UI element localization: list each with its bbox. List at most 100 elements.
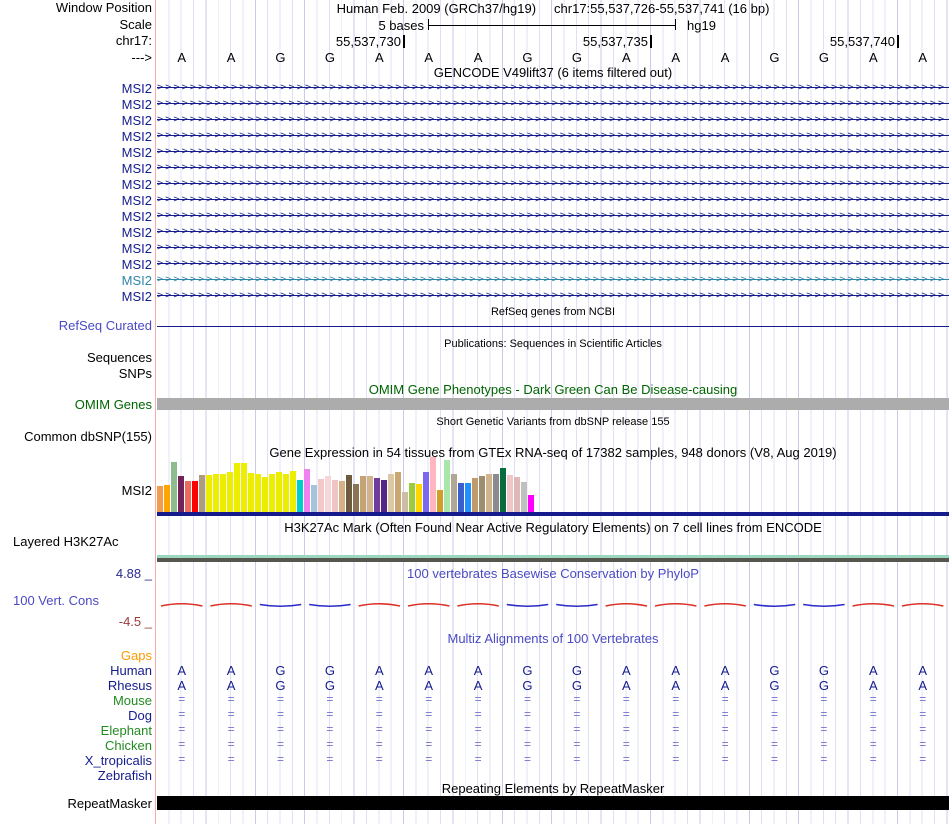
multiz-align-mark: = — [573, 737, 581, 751]
multiz-base: A — [374, 678, 384, 693]
refseq-gene-line[interactable] — [157, 325, 949, 327]
conservation-arc — [852, 602, 895, 607]
multiz-align-mark: = — [573, 752, 581, 766]
transcript-arrows: >>>>>>>>>>>>>>>>>>>>>>>>>>>>>>>>>>>>>>>>… — [157, 178, 947, 189]
multiz-align-mark: = — [770, 722, 778, 736]
gene-label-msi2[interactable]: MSI2 — [121, 113, 152, 128]
multiz-row-label-chicken[interactable]: Chicken — [105, 738, 152, 753]
multiz-row-label-zebrafish[interactable]: Zebrafish — [97, 768, 152, 783]
gene-label-msi2[interactable]: MSI2 — [121, 177, 152, 192]
sequences-label[interactable]: Sequences — [86, 350, 152, 365]
multiz-base: A — [868, 663, 878, 678]
multiz-align-mark: = — [227, 707, 235, 721]
multiz-row-label-rhesus[interactable]: Rhesus — [107, 678, 152, 693]
multiz-align-mark: = — [672, 692, 680, 706]
omim-genes-label[interactable]: OMIM Genes — [74, 397, 152, 412]
snps-label[interactable]: SNPs — [118, 366, 152, 381]
publications-track-title[interactable]: Publications: Sequences in Scientific Ar… — [444, 338, 662, 350]
gene-transcript-row[interactable]: >>>>>>>>>>>>>>>>>>>>>>>>>>>>>>>>>>>>>>>>… — [157, 178, 949, 189]
gene-label-msi2[interactable]: MSI2 — [121, 241, 152, 256]
gene-transcript-row[interactable]: >>>>>>>>>>>>>>>>>>>>>>>>>>>>>>>>>>>>>>>>… — [157, 98, 949, 109]
dbsnp-track-title[interactable]: Short Genetic Variants from dbSNP releas… — [436, 416, 670, 428]
gene-transcript-row[interactable]: >>>>>>>>>>>>>>>>>>>>>>>>>>>>>>>>>>>>>>>>… — [157, 290, 949, 301]
gene-transcript-row[interactable]: >>>>>>>>>>>>>>>>>>>>>>>>>>>>>>>>>>>>>>>>… — [157, 258, 949, 269]
gtex-bar — [430, 457, 436, 512]
gencode-track-title[interactable]: GENCODE V49lift37 (6 items filtered out) — [433, 65, 673, 80]
gene-transcript-row[interactable]: >>>>>>>>>>>>>>>>>>>>>>>>>>>>>>>>>>>>>>>>… — [157, 194, 949, 205]
multiz-base: G — [324, 663, 335, 678]
base-letter: A — [868, 50, 878, 65]
multiz-track-title[interactable]: Multiz Alignments of 100 Vertebrates — [447, 631, 659, 646]
gene-label-msi2[interactable]: MSI2 — [121, 193, 152, 208]
multiz-align-mark: = — [770, 707, 778, 721]
repeatmasker-label[interactable]: RepeatMasker — [67, 796, 152, 811]
multiz-row-label-x_tropicalis[interactable]: X_tropicalis — [84, 753, 152, 768]
multiz-base: G — [275, 663, 286, 678]
gene-transcript-row[interactable]: >>>>>>>>>>>>>>>>>>>>>>>>>>>>>>>>>>>>>>>>… — [157, 114, 949, 125]
base-letter: A — [424, 50, 434, 65]
h3k27ac-track-title[interactable]: H3K27Ac Mark (Often Found Near Active Re… — [284, 520, 822, 535]
gene-label-msi2[interactable]: MSI2 — [121, 209, 152, 224]
gtex-bar — [227, 472, 233, 512]
gtex-bar — [507, 475, 513, 512]
multiz-align-mark: = — [375, 722, 383, 736]
gene-label-msi2[interactable]: MSI2 — [121, 97, 152, 112]
h3k27ac-signal-top[interactable] — [157, 555, 949, 558]
gene-transcript-row[interactable]: >>>>>>>>>>>>>>>>>>>>>>>>>>>>>>>>>>>>>>>>… — [157, 210, 949, 221]
common-dbsnp-label[interactable]: Common dbSNP(155) — [24, 429, 152, 444]
gene-transcript-row[interactable]: >>>>>>>>>>>>>>>>>>>>>>>>>>>>>>>>>>>>>>>>… — [157, 162, 949, 173]
multiz-base: A — [226, 678, 236, 693]
multiz-align-mark: = — [375, 692, 383, 706]
base-letter: A — [473, 50, 483, 65]
gene-transcript-row[interactable]: >>>>>>>>>>>>>>>>>>>>>>>>>>>>>>>>>>>>>>>>… — [157, 274, 949, 285]
conservation-label[interactable]: 100 Vert. Cons — [13, 593, 99, 608]
gtex-bar-chart[interactable] — [157, 457, 537, 512]
gene-transcript-row[interactable]: >>>>>>>>>>>>>>>>>>>>>>>>>>>>>>>>>>>>>>>>… — [157, 146, 949, 157]
gtex-bar — [479, 476, 485, 512]
multiz-row-label-dog[interactable]: Dog — [128, 708, 152, 723]
multiz-row-label-elephant[interactable]: Elephant — [100, 723, 152, 738]
gene-label-msi2[interactable]: MSI2 — [121, 225, 152, 240]
gene-transcript-row[interactable]: >>>>>>>>>>>>>>>>>>>>>>>>>>>>>>>>>>>>>>>>… — [157, 242, 949, 253]
multiz-align-mark: = — [820, 692, 828, 706]
gene-label-msi2[interactable]: MSI2 — [121, 81, 152, 96]
gene-label-msi2[interactable]: MSI2 — [121, 161, 152, 176]
multiz-align-mark: = — [523, 722, 531, 736]
refseq-track-title[interactable]: RefSeq genes from NCBI — [490, 306, 616, 318]
layered-h3k27ac-label[interactable]: Layered H3K27Ac — [13, 534, 119, 549]
conservation-arc — [901, 602, 944, 607]
multiz-row-label-mouse[interactable]: Mouse — [112, 693, 152, 708]
gene-label-msi2[interactable]: MSI2 — [121, 257, 152, 272]
multiz-align-mark: = — [721, 737, 729, 751]
gene-label-msi2[interactable]: MSI2 — [121, 129, 152, 144]
gene-transcript-row[interactable]: >>>>>>>>>>>>>>>>>>>>>>>>>>>>>>>>>>>>>>>>… — [157, 82, 949, 93]
h3k27ac-signal-bottom[interactable] — [157, 558, 949, 562]
gene-transcript-row[interactable]: >>>>>>>>>>>>>>>>>>>>>>>>>>>>>>>>>>>>>>>>… — [157, 130, 949, 141]
repeatmasker-track-title[interactable]: Repeating Elements by RepeatMasker — [441, 781, 665, 796]
multiz-row-label-human[interactable]: Human — [110, 663, 152, 678]
gtex-track-title[interactable]: Gene Expression in 54 tissues from GTEx … — [269, 445, 837, 460]
gene-label-msi2[interactable]: MSI2 — [121, 289, 152, 304]
multiz-align-mark: = — [523, 692, 531, 706]
gene-label-msi2[interactable]: MSI2 — [121, 145, 152, 160]
omim-gene-bar[interactable] — [157, 398, 949, 410]
refseq-curated-label[interactable]: RefSeq Curated — [58, 318, 152, 333]
gtex-bar — [178, 476, 184, 512]
conservation-signal[interactable] — [157, 596, 949, 616]
repeatmasker-bar[interactable] — [157, 796, 949, 810]
gtex-gene-label[interactable]: MSI2 — [121, 483, 152, 498]
multiz-align-mark: = — [326, 722, 334, 736]
omim-track-title[interactable]: OMIM Gene Phenotypes - Dark Green Can Be… — [368, 382, 738, 397]
gene-transcript-row[interactable]: >>>>>>>>>>>>>>>>>>>>>>>>>>>>>>>>>>>>>>>>… — [157, 226, 949, 237]
conservation-scale-min: -4.5 _ — [118, 614, 152, 629]
multiz-align-mark: = — [326, 707, 334, 721]
gene-label-msi2[interactable]: MSI2 — [121, 273, 152, 288]
multiz-base: A — [226, 663, 236, 678]
multiz-row-label-gaps[interactable]: Gaps — [120, 648, 152, 663]
transcript-arrows: >>>>>>>>>>>>>>>>>>>>>>>>>>>>>>>>>>>>>>>>… — [157, 274, 947, 285]
multiz-align-mark: = — [425, 692, 433, 706]
conservation-track-title[interactable]: 100 vertebrates Basewise Conservation by… — [407, 566, 699, 581]
gtex-bar — [213, 474, 219, 512]
multiz-align-mark: = — [622, 737, 630, 751]
